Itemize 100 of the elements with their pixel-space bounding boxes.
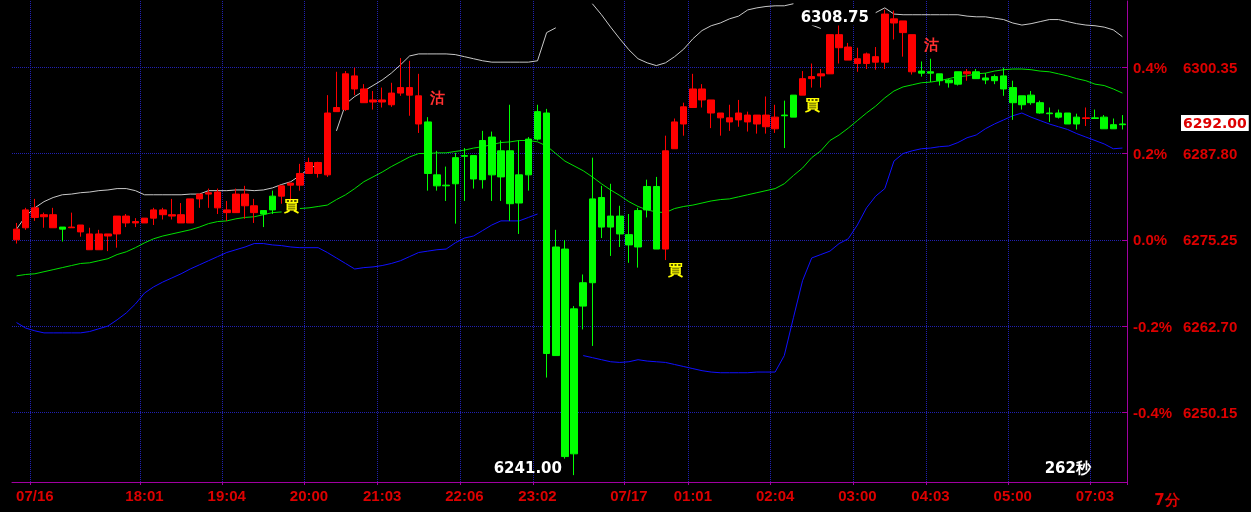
x-tick-label: 05:00 bbox=[993, 487, 1032, 504]
candlestick bbox=[1000, 67, 1007, 97]
candlestick bbox=[927, 58, 934, 83]
candlestick bbox=[59, 226, 66, 242]
candlestick bbox=[808, 63, 815, 89]
annotation: 沽 bbox=[428, 89, 445, 107]
annotation: 沽 bbox=[922, 36, 939, 54]
y2-tick-label: 0.4% bbox=[1133, 58, 1168, 76]
candlestick bbox=[671, 118, 678, 150]
candlestick bbox=[589, 157, 596, 347]
candlestick bbox=[726, 104, 733, 132]
candlestick bbox=[744, 111, 751, 133]
candlestick bbox=[470, 155, 477, 190]
candlestick bbox=[22, 207, 29, 231]
candlestick bbox=[1055, 109, 1062, 119]
candlestick bbox=[1082, 107, 1090, 127]
candlestick bbox=[1046, 107, 1053, 123]
y2-tick-label: 0.2% bbox=[1133, 145, 1168, 163]
candlestick bbox=[908, 34, 916, 76]
candlestick bbox=[680, 102, 687, 137]
candlestick bbox=[972, 68, 980, 80]
candlestick bbox=[543, 108, 550, 379]
candlestick bbox=[397, 57, 404, 97]
candlestick bbox=[936, 73, 943, 87]
annotation: 6241.00 bbox=[493, 459, 562, 477]
candlestick bbox=[424, 116, 432, 192]
candlestick bbox=[342, 70, 349, 112]
y2-tick-label: -0.2% bbox=[1133, 317, 1173, 335]
text: 6292.00 bbox=[1183, 115, 1248, 131]
annotation: 買 bbox=[666, 261, 683, 279]
x-tick-label: 18:01 bbox=[125, 487, 164, 504]
candlestick bbox=[278, 185, 285, 205]
x-tick-label: 22:06 bbox=[445, 487, 484, 504]
candlestick bbox=[333, 71, 340, 113]
x-tick-label: 19:04 bbox=[207, 487, 247, 504]
candlestick bbox=[461, 147, 468, 202]
annotation: 買 bbox=[803, 96, 820, 114]
candlestick bbox=[918, 60, 925, 78]
candlestick bbox=[1073, 113, 1080, 130]
candlestick bbox=[579, 273, 587, 330]
candlestick bbox=[735, 99, 742, 128]
x-tick-label: 02:04 bbox=[755, 487, 795, 504]
candlestick bbox=[717, 112, 724, 137]
y2-tick-label: -0.4% bbox=[1133, 403, 1173, 421]
x-tick-label: 20:00 bbox=[289, 487, 329, 504]
y2-tick-label: 0.0% bbox=[1133, 231, 1168, 249]
candlestick bbox=[982, 72, 989, 85]
candlestick bbox=[214, 188, 221, 215]
x-tick-label: 01:01 bbox=[673, 487, 713, 504]
candlestick bbox=[260, 210, 267, 228]
y-tick-label: 6250.15 bbox=[1183, 403, 1238, 421]
candlestick bbox=[662, 135, 669, 261]
candlestick bbox=[598, 185, 605, 239]
candlestick bbox=[1119, 114, 1126, 130]
candlestick bbox=[77, 224, 84, 238]
candlestick bbox=[525, 136, 532, 192]
candlestick bbox=[205, 188, 212, 209]
candlestick bbox=[452, 152, 459, 225]
candlestick bbox=[351, 67, 358, 96]
candlestick bbox=[534, 104, 541, 141]
candlestick bbox=[1064, 112, 1071, 125]
annotation: 262秒 bbox=[1044, 459, 1092, 477]
text: 7分 bbox=[1154, 491, 1181, 509]
candlestick bbox=[68, 212, 75, 229]
candlestick bbox=[790, 94, 797, 118]
candlestick bbox=[653, 176, 660, 250]
candlestick bbox=[324, 94, 331, 178]
candlestick bbox=[607, 183, 614, 257]
candlestick bbox=[479, 130, 486, 190]
candlestick bbox=[196, 193, 203, 209]
x-tick-label: 21:03 bbox=[362, 487, 402, 504]
candlestick bbox=[1110, 118, 1117, 130]
candlestick bbox=[269, 190, 276, 215]
candlestick bbox=[863, 52, 870, 70]
annotation: 買 bbox=[282, 197, 299, 215]
y-tick-label: 6300.35 bbox=[1183, 58, 1238, 76]
x-tick-label: 07/17 bbox=[610, 487, 648, 504]
x-tick-label: 07:03 bbox=[1075, 487, 1115, 504]
candlestick bbox=[132, 217, 139, 228]
candlestick bbox=[406, 60, 413, 117]
y-tick-label: 6262.70 bbox=[1183, 317, 1238, 335]
y-tick-label: 6287.80 bbox=[1183, 145, 1238, 163]
candlestick bbox=[150, 207, 157, 226]
annotation: 6308.75 bbox=[800, 8, 869, 26]
candlestick bbox=[781, 100, 788, 149]
x-tick-label: 23:02 bbox=[518, 487, 557, 504]
candlestick bbox=[872, 46, 879, 71]
candlestick bbox=[388, 82, 395, 108]
candlestick bbox=[141, 217, 148, 224]
candlestick bbox=[963, 68, 971, 82]
candlestick bbox=[13, 222, 20, 245]
y-tick-label: 6275.25 bbox=[1183, 231, 1238, 249]
candlestick bbox=[991, 74, 998, 85]
candlestick bbox=[415, 73, 422, 134]
candlestick bbox=[854, 47, 861, 73]
x-tick-label: 03:00 bbox=[838, 487, 877, 504]
x-tick-label: 07/16 bbox=[16, 487, 54, 504]
candlestick bbox=[799, 70, 806, 96]
x-tick-label: 04:03 bbox=[911, 487, 950, 504]
candlestick bbox=[86, 227, 93, 251]
